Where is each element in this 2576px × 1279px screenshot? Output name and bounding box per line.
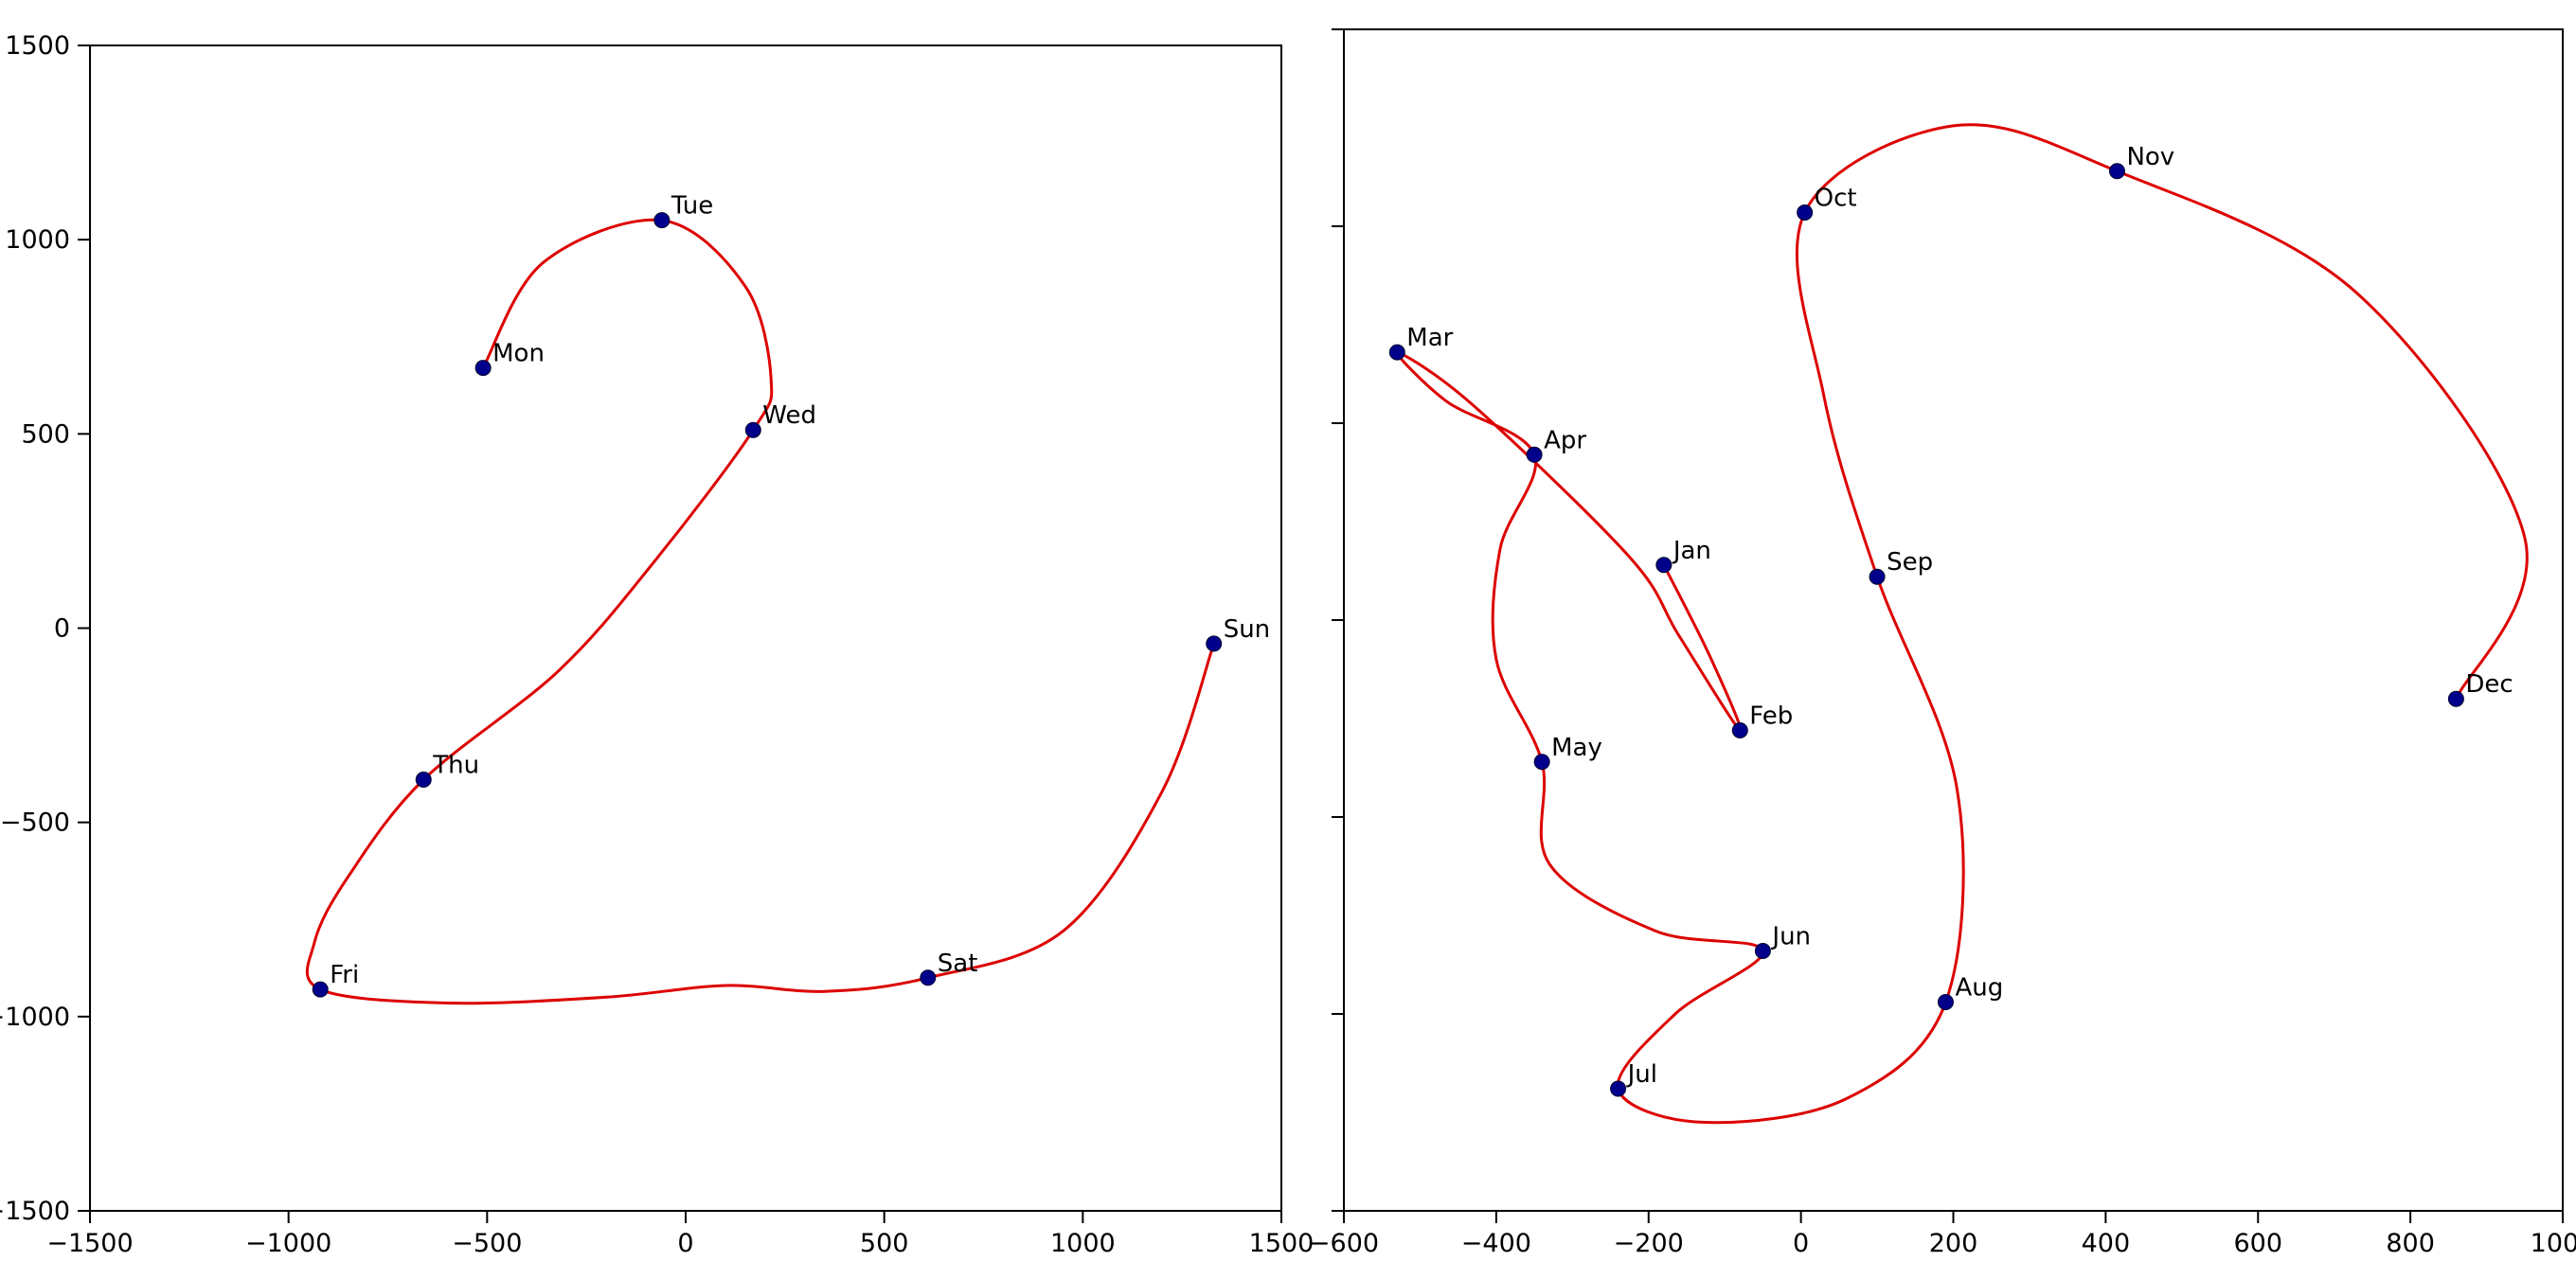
data-point-marker-oct	[1797, 204, 1814, 221]
point-label-oct: Oct	[1815, 184, 1857, 212]
point-label-mar: Mar	[1406, 324, 1453, 352]
data-point-marker-sep	[1869, 568, 1886, 585]
subplot-weekdays: −1500 −1000 −500 0 500 1000 1500 −1500 −1000 −500…	[0, 31, 1314, 1258]
x-tick-label: 1500	[1249, 1229, 1315, 1258]
data-point-marker-jun	[1754, 942, 1771, 959]
data-point-marker-may	[1533, 754, 1550, 771]
point-label-nov: Nov	[2126, 143, 2174, 171]
point-label-feb: Feb	[1749, 702, 1793, 730]
point-label-wed: Wed	[762, 401, 816, 430]
point-label-jan: Jan	[1672, 537, 1711, 565]
point-label-dec: Dec	[2465, 670, 2513, 699]
data-point-marker-mon	[474, 360, 492, 377]
y-tick-label: −1500	[0, 1197, 70, 1226]
point-label-mon: Mon	[492, 340, 545, 368]
y-tick-label: 1000	[5, 225, 70, 255]
point-label-aug: Aug	[1955, 974, 2003, 1003]
data-point-marker-mar	[1388, 344, 1405, 361]
point-label-jul: Jul	[1626, 1060, 1657, 1089]
data-point-marker-apr	[1526, 446, 1543, 463]
point-label-apr: Apr	[1544, 426, 1586, 454]
data-point-marker-thu	[415, 772, 432, 789]
spline-curve	[305, 218, 1216, 1005]
x-tick-label: −400	[1461, 1229, 1531, 1258]
y-tick-label: −1000	[0, 1003, 70, 1032]
data-point-marker-tue	[653, 212, 671, 229]
point-label-may: May	[1551, 734, 1602, 762]
x-tick-label: 0	[1793, 1229, 1809, 1258]
subplot-months: −600 −400 −200 0 200 400 600 800 1000 Jan Feb Mar Ap…	[1309, 28, 2576, 1258]
point-label-sat: Sat	[938, 950, 978, 978]
data-point-marker-sun	[1206, 635, 1223, 652]
axes-frame	[1343, 28, 2564, 1212]
x-tick-label: −1000	[245, 1229, 331, 1258]
point-label-sep: Sep	[1887, 548, 1933, 577]
x-tick-label: 600	[2233, 1229, 2282, 1258]
x-tick-label: −1500	[46, 1229, 133, 1258]
point-label-sun: Sun	[1224, 615, 1270, 644]
x-tick-label: 1000	[2531, 1229, 2576, 1258]
x-tick-label: 500	[860, 1229, 909, 1258]
data-point-marker-wed	[744, 421, 761, 438]
data-point-marker-jul	[1610, 1080, 1627, 1097]
y-tick-label: −500	[0, 808, 70, 838]
point-label-tue: Tue	[671, 192, 713, 221]
x-tick-label: 800	[2386, 1229, 2435, 1258]
x-tick-label: 200	[1929, 1229, 1978, 1258]
x-tick-label: −500	[452, 1229, 522, 1258]
x-tick-label: −600	[1309, 1229, 1379, 1258]
data-point-marker-sat	[920, 969, 937, 986]
x-tick-label: −200	[1614, 1229, 1684, 1258]
data-point-marker-dec	[2447, 690, 2464, 707]
y-tick-label: 1500	[5, 31, 70, 61]
y-tick-label: 0	[54, 614, 70, 644]
data-point-marker-fri	[312, 981, 329, 998]
data-point-marker-nov	[2108, 163, 2125, 180]
data-point-marker-feb	[1731, 721, 1748, 738]
x-tick-label: 0	[677, 1229, 693, 1258]
point-label-jun: Jun	[1770, 922, 1811, 950]
data-point-marker-jan	[1655, 557, 1673, 574]
point-label-thu: Thu	[432, 752, 479, 780]
x-tick-label: 1000	[1050, 1229, 1116, 1258]
point-label-fri: Fri	[330, 961, 359, 989]
x-tick-label: 400	[2082, 1229, 2131, 1258]
y-tick-label: 500	[21, 419, 70, 449]
spline-curve	[1395, 123, 2529, 1125]
axes-frame	[89, 44, 1282, 1212]
data-point-marker-aug	[1937, 994, 1954, 1011]
